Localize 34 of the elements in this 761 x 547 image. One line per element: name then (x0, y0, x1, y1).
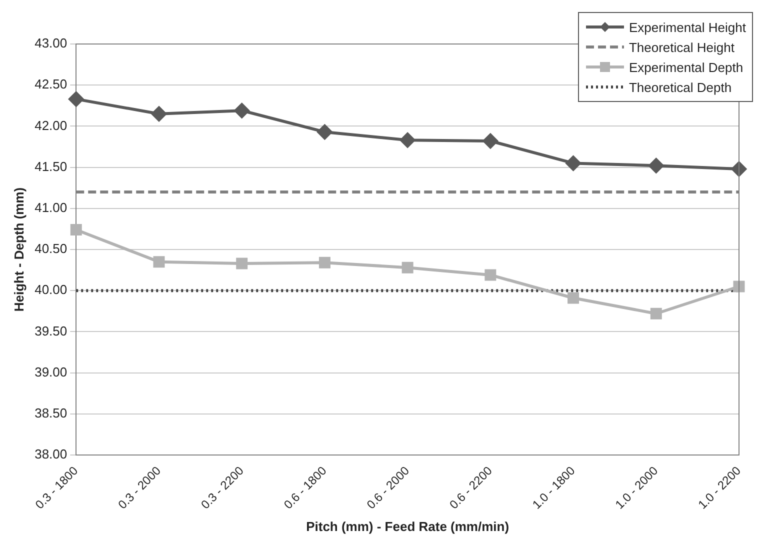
point (318, 256, 330, 268)
y-tick-label: 39.00 (34, 364, 68, 380)
point (153, 256, 165, 268)
legend-label: Theoretical Height (628, 40, 734, 54)
point (566, 156, 581, 171)
y-tick-label: 40.50 (34, 241, 68, 256)
point (70, 224, 82, 236)
y-tick-label: 42.50 (34, 76, 68, 92)
point (68, 92, 84, 107)
point (648, 158, 664, 174)
point (482, 133, 498, 148)
y-tick-label: 38.00 (34, 446, 68, 462)
y-tick-label: 41.50 (34, 158, 68, 174)
point (400, 132, 416, 148)
y-tick-label: 38.50 (34, 405, 68, 420)
legend-label: Experimental Depth (628, 60, 744, 74)
point (732, 161, 746, 176)
y-axis-title: Height - Depth (mm) (11, 187, 26, 312)
y-tick-label: 43.00 (34, 36, 68, 51)
point (151, 106, 166, 122)
point (484, 269, 496, 281)
y-tick-label: 40.00 (34, 282, 68, 298)
point (234, 103, 250, 118)
legend-label: Theoretical Depth (628, 80, 732, 94)
point (317, 124, 332, 140)
y-tick-label: 39.50 (34, 323, 68, 338)
point (568, 292, 580, 304)
legend-label: Experimental Height (628, 20, 746, 34)
x-axis-title: Pitch (mm) - Feed Rate (mm/min) (306, 518, 510, 534)
point (236, 258, 248, 270)
y-tick-label: 42.00 (34, 118, 68, 133)
y-tick-label: 41.00 (34, 200, 68, 215)
point (402, 262, 414, 274)
point (650, 308, 662, 320)
